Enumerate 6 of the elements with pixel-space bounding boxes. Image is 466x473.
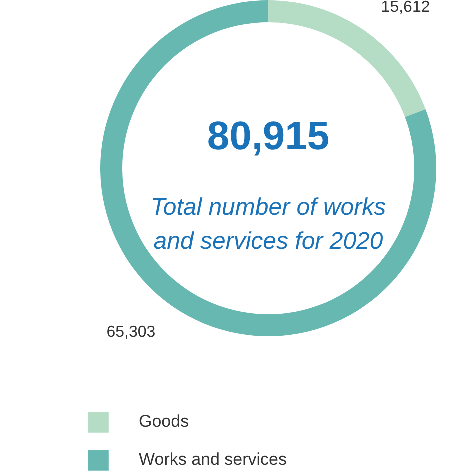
legend-label: Works and services (139, 450, 288, 470)
data-label: 65,303 (106, 324, 156, 342)
data-label: 15,612 (381, 0, 430, 16)
text: Total number of works and services for 2020 (150, 194, 386, 255)
text: 80,915 (207, 114, 330, 158)
legend-label: Goods (139, 412, 190, 432)
